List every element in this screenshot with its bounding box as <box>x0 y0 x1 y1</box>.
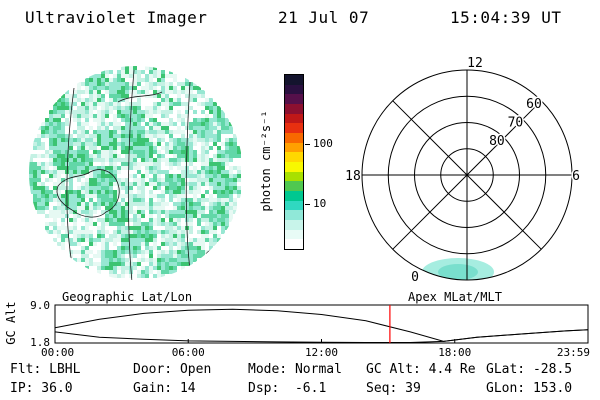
disk-meridian-line <box>127 69 135 280</box>
mlt-spoke <box>466 174 542 250</box>
colorbar <box>284 74 304 250</box>
gc-alt-curve <box>54 329 589 343</box>
mlt-spoke <box>392 174 468 250</box>
status-dsp: Dsp: -6.1 <box>248 381 327 396</box>
mlt-spoke <box>466 100 542 176</box>
status-glat: GLat: -28.5 <box>486 362 573 377</box>
mlt-label: 0 <box>411 270 419 285</box>
colorbar-band <box>285 113 303 124</box>
disk-image <box>29 66 241 280</box>
colorbar-band <box>285 133 303 143</box>
strip-ymax-label: 9.0 <box>30 299 50 312</box>
mlt-label: 12 <box>467 56 483 71</box>
strip-y-axis-label: GC Alt <box>4 301 18 345</box>
strip-ymin-label: 1.8 <box>30 336 50 349</box>
status-gcalt: GC Alt: 4.4 Re <box>366 362 476 377</box>
disk-coastline <box>117 91 163 103</box>
colorbar-band <box>285 191 303 201</box>
colorbar-tick-label: 10 <box>313 197 327 211</box>
x-axis-tick-label: 12:00 <box>305 346 338 359</box>
colorbar-band <box>285 229 303 240</box>
disk-coastline <box>56 169 120 218</box>
colorbar-band <box>285 94 303 105</box>
app-title: Ultraviolet Imager <box>25 8 208 27</box>
mlt-spoke <box>392 100 468 176</box>
colorbar-tick-label: 100 <box>313 137 333 151</box>
gc-alt-curve <box>54 308 589 342</box>
status-mode: Mode: Normal <box>248 362 342 377</box>
x-axis-tick-label: 00:00 <box>41 346 74 359</box>
colorbar-band <box>285 104 303 114</box>
header-time: 15:04:39 UT <box>450 8 562 27</box>
colorbar-band <box>285 171 303 182</box>
status-door: Door: Open <box>133 362 212 377</box>
strip-frame <box>54 304 589 344</box>
header-date: 21 Jul 07 <box>278 8 370 27</box>
x-axis-tick-label: 23:59 <box>557 346 590 359</box>
colorbar-units-label: photon cm⁻²s⁻¹ <box>259 110 273 212</box>
status-flt: Flt: LBHL <box>10 362 81 377</box>
colorbar-band <box>285 220 303 230</box>
colorbar-band <box>285 181 303 192</box>
disk-coastline <box>205 250 227 267</box>
mlt-label: 18 <box>345 169 361 184</box>
mlat-ring-label: 80 <box>489 134 505 149</box>
colorbar-band <box>285 84 303 95</box>
disk-meridian-line <box>66 87 75 265</box>
colorbar-band <box>285 210 303 221</box>
status-gain: Gain: 14 <box>133 381 196 396</box>
colorbar-tick-mark <box>305 204 310 206</box>
aurora-emission-patch <box>422 258 494 280</box>
colorbar-tick-mark <box>305 144 310 146</box>
colorbar-band <box>285 239 303 250</box>
x-axis-tick-label: 06:00 <box>172 346 205 359</box>
mlat-ring-label: 70 <box>508 116 524 131</box>
mlt-label: 6 <box>572 169 580 184</box>
gc-alt-strip-chart: 00:00 06:00 12:00 18:00 23:59 <box>41 304 590 359</box>
status-ip: IP: 36.0 <box>10 381 73 396</box>
mlat-ring-label: 60 <box>526 97 542 112</box>
colorbar-band <box>285 200 303 211</box>
colorbar-band <box>285 152 303 163</box>
disk-meridian-line <box>185 81 191 271</box>
disk-speckle <box>29 66 241 280</box>
colorbar-band <box>285 75 303 85</box>
status-seq: Seq: 39 <box>366 381 421 396</box>
colorbar-band <box>285 142 303 153</box>
colorbar-band <box>285 162 303 172</box>
colorbar-band <box>285 123 303 134</box>
x-axis-tick-label: 18:00 <box>438 346 471 359</box>
apex-panel-label: Apex MLat/MLT <box>408 290 502 304</box>
status-glon: GLon: 153.0 <box>486 381 573 396</box>
geo-panel-label: Geographic Lat/Lon <box>62 290 193 304</box>
